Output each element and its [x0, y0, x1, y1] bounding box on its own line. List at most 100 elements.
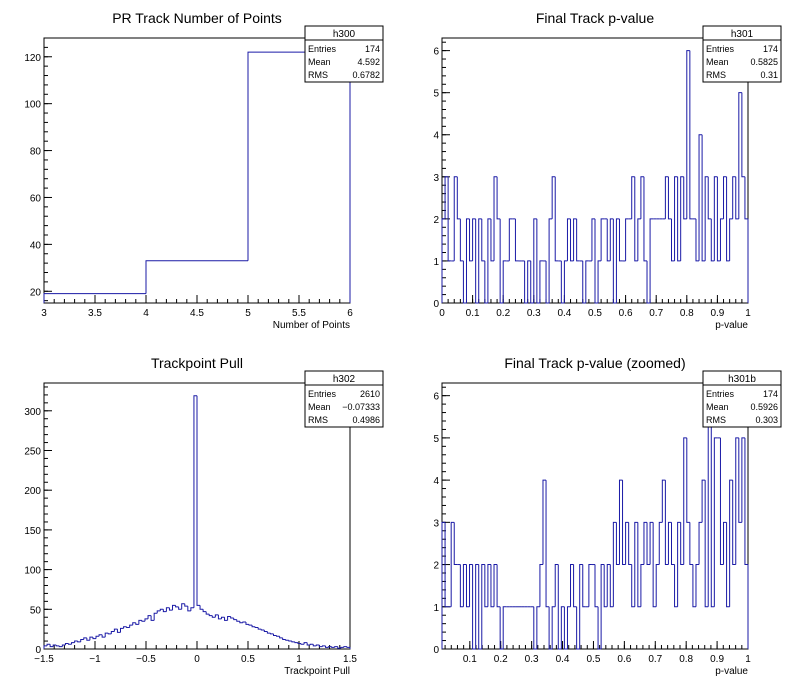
- histogram-bin: [279, 636, 283, 639]
- histogram-bin: [297, 642, 302, 644]
- histogram-bin: [570, 564, 574, 607]
- histogram-bin: [634, 521, 638, 607]
- histogram-bin: [469, 564, 473, 607]
- histogram-bin: [282, 637, 286, 640]
- histogram-bin: [129, 624, 133, 628]
- stats-box: h300 Entries 174 Mean 4.592 RMS 0.6782: [304, 25, 384, 83]
- histogram-bin: [49, 644, 54, 648]
- stats-label: Mean: [706, 57, 729, 67]
- stats-value-mean: 0.5825: [750, 57, 778, 67]
- x-tick-label: 0.9: [710, 654, 724, 665]
- histogram-bin: [441, 218, 446, 303]
- x-tick-label: 0.5: [587, 654, 601, 665]
- histogram-bin: [533, 606, 537, 650]
- histogram-bin: [172, 604, 176, 611]
- histogram-bin: [680, 176, 684, 261]
- stats-value-rms: 0.303: [755, 415, 778, 425]
- histogram-bin: [193, 395, 197, 608]
- histogram-bin: [643, 521, 648, 565]
- histogram-bin: [612, 521, 617, 607]
- histogram-bin: [704, 176, 709, 261]
- chart-panel: Trackpoint Pull 0 50 100 150 200 250 300 −1.5 −1 −…: [24, 355, 384, 677]
- histogram-bin: [196, 395, 201, 606]
- histogram-bin: [306, 642, 311, 646]
- histogram-bin: [701, 134, 706, 262]
- histogram-bin: [453, 176, 458, 261]
- histogram-bin: [224, 617, 228, 621]
- y-tick-label: 0: [433, 645, 439, 656]
- histogram-bin: [563, 606, 568, 650]
- histogram-bin: [499, 218, 504, 304]
- histogram-bin: [55, 645, 60, 647]
- histogram-bin: [101, 634, 106, 638]
- y-tick-label: 4: [433, 131, 439, 142]
- histogram-bin: [615, 218, 620, 303]
- histogram-bin: [211, 615, 216, 618]
- histogram-series: [441, 395, 749, 650]
- histogram-bin: [695, 218, 700, 262]
- stats-box: h302 Entries 2610 Mean −0.07333 RMS 0.4986: [304, 370, 384, 428]
- histogram-bin: [450, 521, 455, 607]
- histogram-bin: [683, 176, 687, 220]
- histogram-bin: [43, 293, 146, 303]
- histogram-bin: [113, 628, 118, 632]
- histogram-bin: [472, 218, 476, 261]
- histogram-bin: [328, 646, 332, 648]
- stats-box: h301b Entries 174 Mean 0.5926 RMS 0.303: [702, 370, 782, 428]
- histogram-bin: [487, 218, 491, 303]
- y-tick-label: 200: [24, 486, 41, 497]
- histogram-bin: [110, 631, 115, 634]
- histogram-bin: [600, 564, 605, 649]
- y-tick-label: 50: [30, 605, 42, 616]
- y-tick-label: 250: [24, 446, 41, 457]
- histogram-bin: [126, 626, 130, 629]
- stats-value-rms: 0.31: [760, 70, 778, 80]
- histogram-bin: [95, 635, 100, 639]
- histogram-bin: [273, 633, 277, 637]
- x-tick-label: 0: [439, 308, 445, 319]
- histogram-bin: [230, 616, 234, 619]
- histogram-bin: [582, 260, 586, 304]
- x-tick-label: 5.5: [292, 308, 306, 319]
- histogram-bin: [576, 218, 580, 262]
- histogram-bin: [640, 564, 644, 607]
- histogram-bin: [459, 564, 464, 608]
- histogram-bin: [175, 605, 179, 608]
- stats-label: Entries: [308, 44, 337, 54]
- histogram-bin: [649, 218, 654, 303]
- histogram-bin: [254, 626, 259, 629]
- histogram-bin: [83, 637, 87, 640]
- x-tick-label: 3: [41, 308, 47, 319]
- histogram-bin: [156, 610, 161, 614]
- histogram-bin: [80, 638, 84, 642]
- histogram-bin: [735, 437, 739, 565]
- histogram-bin: [591, 218, 595, 261]
- x-tick-label: 0.1: [466, 308, 480, 319]
- histogram-bin: [266, 631, 271, 634]
- x-axis-label: Trackpoint Pull: [284, 666, 350, 677]
- histogram-bin: [563, 260, 568, 303]
- y-tick-label: 60: [30, 193, 42, 204]
- x-tick-label: 0.8: [679, 654, 693, 665]
- histogram-bin: [566, 218, 571, 261]
- histogram-bin: [214, 614, 219, 618]
- histogram-series: [43, 51, 351, 303]
- histogram-bin: [276, 635, 280, 637]
- histogram-bin: [646, 260, 651, 304]
- histogram-bin: [77, 641, 81, 643]
- y-tick-label: 5: [433, 89, 439, 100]
- histogram-bin: [239, 621, 243, 624]
- histogram-bin: [732, 480, 736, 566]
- stats-box: h301 Entries 174 Mean 0.5825 RMS 0.31: [702, 25, 782, 83]
- histogram-bin: [318, 645, 323, 648]
- histogram-series: [43, 395, 351, 649]
- histogram-bin: [741, 92, 745, 178]
- stats-label: Entries: [706, 389, 735, 399]
- y-tick-label: 100: [24, 100, 41, 111]
- y-tick-label: 80: [30, 147, 42, 158]
- histogram-bin: [539, 260, 543, 303]
- histogram-bin: [145, 260, 248, 294]
- histogram-bin: [469, 218, 473, 262]
- histogram-bin: [606, 564, 611, 607]
